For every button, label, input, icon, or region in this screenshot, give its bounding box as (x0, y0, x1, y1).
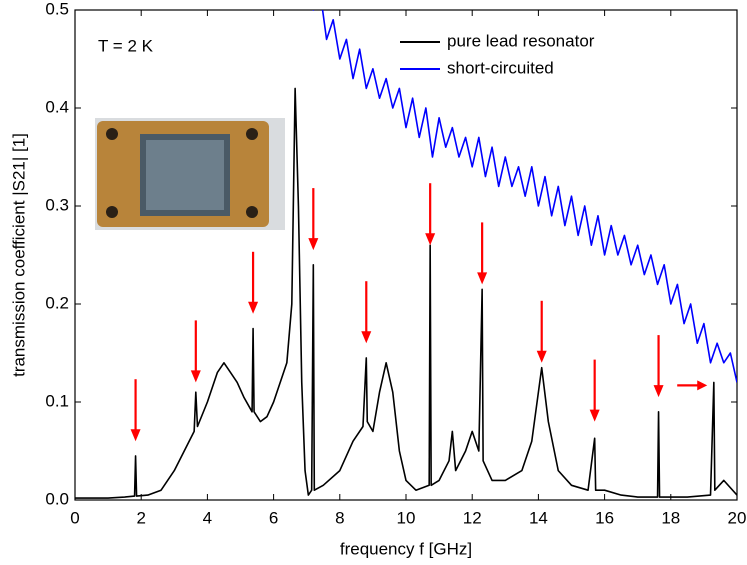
x-tick-label: 18 (661, 508, 680, 527)
x-tick-label: 4 (203, 508, 212, 527)
x-tick-label: 6 (269, 508, 278, 527)
plot-frame (74, 9, 738, 501)
y-axis-label: transmission coefficient |S21| [1] (9, 133, 28, 377)
arrow-head (536, 350, 547, 363)
arrow-head (248, 301, 259, 314)
x-tick-label: 14 (529, 508, 548, 527)
plot-area (75, 10, 737, 499)
y-tick-label: 0.0 (45, 489, 69, 508)
x-tick-label: 16 (595, 508, 614, 527)
y-tick-label: 0.1 (45, 391, 69, 410)
data-line (286, 10, 737, 383)
annotation: T = 2 K (98, 36, 154, 55)
arrow-head (477, 272, 488, 285)
legend-label: pure lead resonator (447, 31, 595, 50)
arrow-head (361, 331, 372, 344)
y-tick-label: 0.4 (45, 97, 69, 116)
arrow (677, 380, 708, 391)
arrow (425, 183, 436, 246)
y-tick-label: 0.2 (45, 293, 69, 312)
arrow (653, 335, 664, 398)
arrow (248, 251, 259, 314)
inset-photo (95, 118, 285, 230)
arrow (589, 359, 600, 422)
x-tick-label: 10 (397, 508, 416, 527)
x-tick-label: 2 (136, 508, 145, 527)
arrow-head (425, 233, 436, 246)
arrow-head (589, 409, 600, 422)
arrow (190, 320, 201, 383)
arrow-head (190, 370, 201, 383)
x-tick-label: 8 (335, 508, 344, 527)
arrow (130, 379, 141, 442)
x-tick-label: 20 (728, 508, 747, 527)
arrow-head (308, 238, 319, 251)
arrow-head (653, 385, 664, 398)
data-line (75, 87, 737, 499)
arrow-head (697, 380, 708, 391)
arrow (536, 300, 547, 363)
y-tick-label: 0.5 (45, 0, 69, 18)
arrow (308, 188, 319, 251)
x-axis-label: frequency f [GHz] (340, 539, 472, 558)
arrow (361, 281, 372, 344)
arrow (477, 222, 488, 285)
legend-label: short-circuited (447, 58, 554, 77)
x-tick-label: 12 (463, 508, 482, 527)
x-tick-label: 0 (70, 508, 79, 527)
y-tick-label: 0.3 (45, 195, 69, 214)
arrow-head (130, 429, 141, 442)
